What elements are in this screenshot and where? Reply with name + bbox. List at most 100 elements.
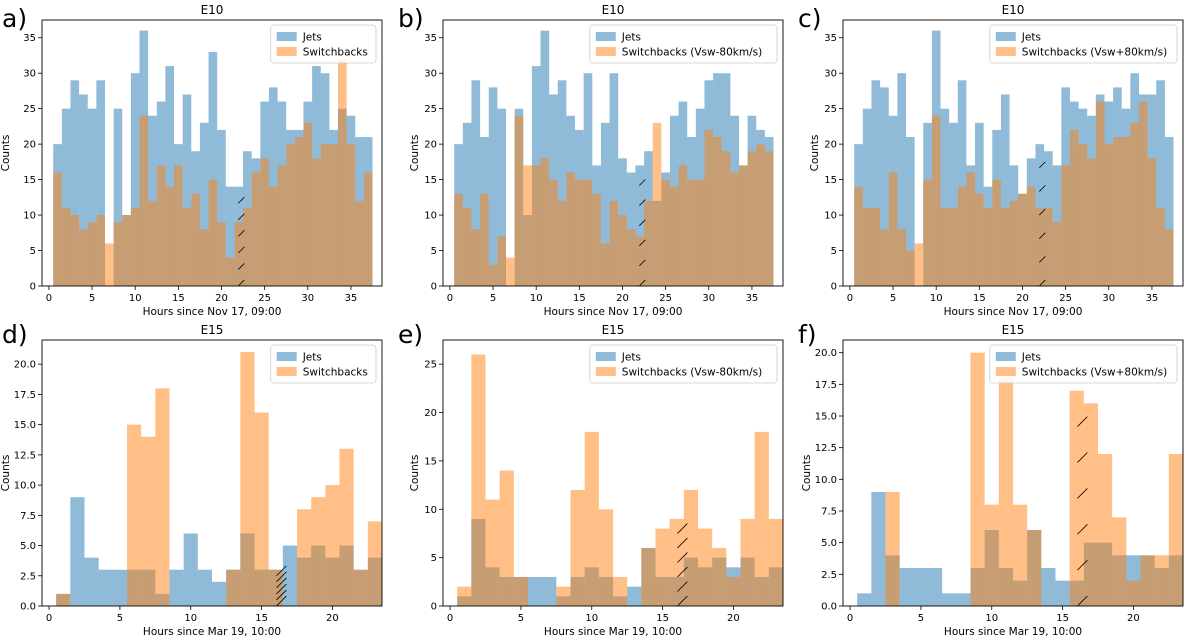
switchbacks-bar xyxy=(683,489,698,606)
y-tick-label: 5 xyxy=(431,246,437,257)
legend: Jets Switchbacks (Vsw-80km/s) xyxy=(589,24,778,64)
legend-label-switchbacks: Switchbacks (Vsw-80km/s) xyxy=(622,367,762,379)
y-tick-label: 20.0 xyxy=(815,348,837,359)
switchbacks-bar xyxy=(704,129,714,286)
y-tick-label: 2.5 xyxy=(20,571,36,582)
y-tick-label: 15 xyxy=(23,175,36,186)
x-tick-label: 0 xyxy=(847,293,853,304)
switchbacks-bar xyxy=(104,243,114,286)
switchbacks-bar xyxy=(584,431,599,606)
jets-bar xyxy=(600,122,610,286)
x-tick-label: 0 xyxy=(46,613,52,624)
hatch-line xyxy=(677,566,688,578)
y-tick-label: 10 xyxy=(824,211,837,222)
jets-bar xyxy=(98,569,113,606)
y-tick-label: 5 xyxy=(30,246,36,257)
x-tick-label: 5 xyxy=(918,613,924,624)
switchbacks-bar xyxy=(721,151,731,286)
hatch-line xyxy=(677,595,688,606)
x-tick-label: 15 xyxy=(1056,613,1069,624)
x-tick-label: 15 xyxy=(973,293,986,304)
legend-label-jets: Jets xyxy=(1021,32,1041,44)
jets-bar xyxy=(61,108,71,286)
x-axis-label: Hours since Mar 19, 10:00 xyxy=(143,626,281,638)
histogram-panel-6: 0 5 10 15 20 0.0 2.5 5.0 7.5 10.0 12.5 15.0 17.5 20.0… xyxy=(798,320,1184,638)
switchbacks-bar xyxy=(764,151,774,286)
switchbacks-bar xyxy=(905,250,915,286)
switchbacks-bar xyxy=(1130,122,1139,286)
switchbacks-bar xyxy=(329,144,338,286)
switchbacks-bar xyxy=(1095,101,1105,286)
switchbacks-bar xyxy=(1078,144,1088,286)
switchbacks-bar xyxy=(1104,144,1114,286)
y-tick-label: 5 xyxy=(831,246,837,257)
switchbacks-bar xyxy=(1061,165,1070,286)
jets-bar xyxy=(956,593,971,606)
legend-label-switchbacks: Switchbacks (Vsw+80km/s) xyxy=(1022,47,1167,59)
jets-bar xyxy=(1164,137,1174,286)
jets-bar xyxy=(471,80,481,286)
switchbacks-bar xyxy=(888,172,898,286)
switchbacks-bar xyxy=(1044,207,1053,286)
jets-bar xyxy=(217,129,226,286)
legend-swatch-switchbacks xyxy=(995,47,1016,56)
jets-bar xyxy=(1055,580,1070,606)
plot-frame xyxy=(842,339,1184,607)
switchbacks-bar xyxy=(70,215,80,286)
switchbacks-bar xyxy=(337,59,347,286)
plot-frame xyxy=(41,19,383,287)
plot-frame xyxy=(41,339,383,607)
switchbacks-bar xyxy=(957,186,967,286)
y-tick-label: 10.0 xyxy=(14,481,36,492)
y-tick-label: 5.0 xyxy=(20,541,36,552)
y-tick-label: 35 xyxy=(424,33,437,44)
switchbacks-bar xyxy=(712,547,727,606)
y-tick-label: 17.5 xyxy=(815,380,837,391)
switchbacks-bar xyxy=(678,165,688,286)
switchbacks-bar xyxy=(931,115,941,286)
jets-bar xyxy=(862,108,872,286)
legend-box xyxy=(589,344,778,384)
x-tick-label: 10 xyxy=(585,613,598,624)
hatch-line xyxy=(1077,595,1088,606)
switchbacks-bar xyxy=(1138,101,1148,286)
legend: Jets Switchbacks (Vsw+80km/s) xyxy=(989,24,1178,64)
switchbacks-bar xyxy=(294,137,304,286)
switchbacks-bar xyxy=(1087,158,1096,286)
x-tick-label: 30 xyxy=(1102,293,1115,304)
x-tick-label: 35 xyxy=(1146,293,1159,304)
switchbacks-bar xyxy=(1026,186,1036,286)
bars-group xyxy=(457,354,783,606)
switchbacks-bar xyxy=(940,207,950,286)
switchbacks-bar xyxy=(127,424,142,606)
switchbacks-bar xyxy=(923,179,932,286)
y-axis-label: Counts xyxy=(409,135,421,172)
switchbacks-bar xyxy=(260,158,269,286)
switchbacks-bar xyxy=(513,576,528,606)
legend-box xyxy=(589,24,778,64)
bars-group xyxy=(454,30,774,286)
legend-label-switchbacks: Switchbacks xyxy=(303,367,368,379)
x-tick-label: 15 xyxy=(172,293,185,304)
legend: Jets Switchbacks (Vsw+80km/s) xyxy=(989,344,1178,384)
switchbacks-bar xyxy=(199,229,209,286)
legend-box xyxy=(270,344,377,384)
jets-bar xyxy=(609,73,619,286)
hatch-line xyxy=(238,230,245,237)
hatch-line xyxy=(1039,161,1046,169)
legend: Jets Switchbacks (Vsw-80km/s) xyxy=(589,344,778,384)
jets-bar xyxy=(70,80,80,286)
switchbacks-bar xyxy=(363,172,373,286)
switchbacks-bar xyxy=(949,207,958,286)
switchbacks-bar xyxy=(1013,504,1028,606)
y-tick-label: 0 xyxy=(431,602,437,613)
switchbacks-bar xyxy=(661,179,670,286)
switchbacks-bar xyxy=(1121,137,1131,286)
y-tick-label: 35 xyxy=(23,33,36,44)
switchbacks-bar xyxy=(575,179,584,286)
switchbacks-bar xyxy=(1126,580,1141,606)
data-gap-hatch xyxy=(677,523,688,606)
switchbacks-bar xyxy=(480,193,489,286)
jets-bar xyxy=(70,497,85,606)
y-tick-label: 10 xyxy=(424,211,437,222)
